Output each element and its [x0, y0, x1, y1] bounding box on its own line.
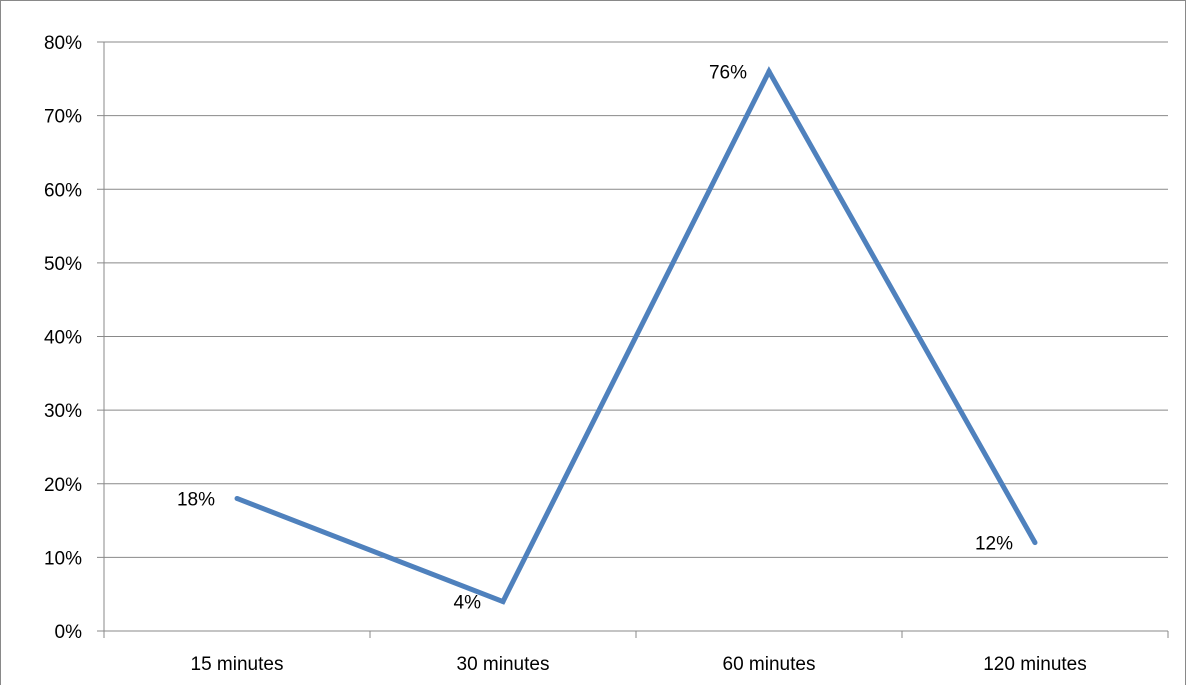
x-tick-label: 15 minutes [191, 654, 284, 675]
x-axis-tick-labels: 15 minutes 30 minutes 60 minutes 120 minute… [191, 654, 1087, 675]
x-tick-label: 60 minutes [723, 654, 816, 675]
data-point [1032, 540, 1038, 546]
y-axis-tick-labels: 0% 10% 20% 30% 40% 50% 60% 70% 80% [44, 33, 82, 643]
data-label: 12% [975, 534, 1013, 555]
y-tick-label: 30% [44, 401, 82, 422]
y-tick-label: 50% [44, 254, 82, 275]
axes [97, 41, 1169, 638]
y-tick-label: 70% [44, 107, 82, 128]
series-lines [234, 66, 1038, 605]
data-point [500, 599, 506, 605]
data-label: 18% [177, 489, 215, 510]
gridlines [104, 41, 1168, 558]
y-tick-label: 40% [44, 328, 82, 349]
data-label: 76% [709, 62, 747, 83]
data-labels: 18% 4% 76% 12% [177, 62, 1013, 613]
y-tick-label: 80% [44, 33, 82, 54]
data-point [234, 495, 240, 501]
x-tick-label: 30 minutes [457, 654, 550, 675]
y-tick-label: 20% [44, 475, 82, 496]
y-tick-label: 10% [44, 548, 82, 569]
data-label: 4% [454, 593, 482, 614]
y-tick-label: 60% [44, 180, 82, 201]
series-line [236, 66, 1038, 605]
data-point [766, 68, 772, 74]
x-tick-label: 120 minutes [983, 654, 1087, 675]
y-tick-label: 0% [55, 622, 83, 643]
